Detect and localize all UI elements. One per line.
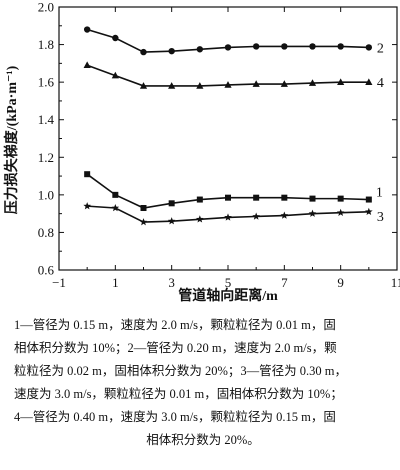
y-tick-label: 2.0 xyxy=(38,0,54,15)
data-point-circle xyxy=(337,43,344,50)
y-axis-label: 压力损失梯度/(kPa·m⁻¹) xyxy=(3,65,20,214)
data-point-star xyxy=(224,213,232,221)
series-layer: 1 2 3 4 xyxy=(83,26,384,226)
data-point-triangle xyxy=(337,78,345,85)
x-tick-label: 1 xyxy=(112,275,119,290)
figure-caption: 1—管径为 0.15 m，速度为 2.0 m/s，颗粒粒径为 0.01 m，固 … xyxy=(14,314,392,452)
y-tick-label: 1.6 xyxy=(38,75,55,90)
data-point-triangle xyxy=(224,81,232,88)
data-point-circle xyxy=(196,46,204,53)
data-point-circle xyxy=(168,47,175,55)
data-point-star xyxy=(83,202,91,210)
data-point-circle xyxy=(83,26,91,33)
data-point-triangle xyxy=(168,82,176,89)
chart-axes: −1 1 3 5 7 9 11 0.6 0.8 1.0 1.2 1.4 1.6 1.8 2.0 xyxy=(38,0,400,290)
data-point-star xyxy=(167,217,176,225)
x-tick-label: 5 xyxy=(225,275,232,290)
data-point-square xyxy=(225,194,231,201)
y-tick-label: 1.8 xyxy=(38,37,54,52)
data-point-triangle xyxy=(365,78,373,85)
data-point-circle xyxy=(112,34,119,42)
x-tick-label: 11 xyxy=(391,275,400,290)
data-point-star xyxy=(139,218,148,226)
data-point-circle xyxy=(309,43,316,50)
data-point-triangle xyxy=(252,80,260,87)
data-point-square xyxy=(253,194,260,201)
data-point-square xyxy=(281,194,288,201)
data-point-circle xyxy=(252,43,260,50)
y-tick-label: 1.0 xyxy=(38,187,54,202)
data-point-star xyxy=(252,212,260,220)
data-point-triangle xyxy=(308,79,317,86)
data-point-circle xyxy=(140,48,147,56)
x-tick-label: 7 xyxy=(281,275,288,290)
data-point-square xyxy=(337,195,344,202)
caption-line: 4—管径为 0.40 m，速度为 3.0 m/s，颗粒粒径为 0.15 m，固 xyxy=(14,410,336,424)
caption-line: 粒粒径为 0.02 m，固相体积分数为 20%；3—管径为 0.30 m， xyxy=(14,364,347,378)
data-point-star xyxy=(280,211,289,219)
caption-line: 相体积分数为 10%；2—管径为 0.20 m，速度为 2.0 m/s，颗 xyxy=(14,341,337,355)
series-4: 4 xyxy=(83,61,384,91)
data-point-circle xyxy=(281,43,288,50)
caption-line: 相体积分数为 20%。 xyxy=(146,433,260,447)
series-label: 4 xyxy=(377,76,384,91)
x-tick-label: 3 xyxy=(168,275,175,290)
x-tick-label: −1 xyxy=(52,275,66,290)
data-point-triangle xyxy=(111,71,119,79)
data-point-star xyxy=(111,204,120,212)
data-point-triangle xyxy=(196,82,204,89)
data-point-square xyxy=(365,196,372,203)
data-point-star xyxy=(336,208,345,216)
data-point-star xyxy=(365,207,373,215)
data-point-triangle xyxy=(139,82,148,89)
series-2: 2 xyxy=(83,26,384,56)
data-point-square xyxy=(196,196,203,203)
data-point-square xyxy=(168,200,175,207)
x-axis-label: 管道轴向距离/m xyxy=(178,287,278,304)
y-tick-label: 0.8 xyxy=(38,225,54,240)
data-point-triangle xyxy=(280,80,288,87)
data-point-square xyxy=(112,191,119,198)
data-point-square xyxy=(84,171,91,178)
series-3: 3 xyxy=(83,202,384,226)
series-line xyxy=(86,173,369,209)
y-tick-label: 1.4 xyxy=(38,112,55,127)
caption-line: 速度为 3.0 m/s，颗粒粒径为 0.01 m，固相体积分数为 10%； xyxy=(14,387,343,401)
data-point-square xyxy=(140,205,147,212)
y-tick-label: 0.6 xyxy=(38,263,55,278)
data-point-circle xyxy=(224,44,232,51)
data-point-star xyxy=(308,209,317,217)
series-label: 2 xyxy=(377,41,384,56)
data-point-square xyxy=(309,195,316,202)
series-1: 1 xyxy=(84,171,383,212)
data-point-star xyxy=(196,215,204,223)
data-point-circle xyxy=(365,44,373,51)
series-label: 1 xyxy=(376,186,383,201)
data-point-triangle xyxy=(83,61,91,69)
series-label: 3 xyxy=(377,210,384,225)
line-chart: −1 1 3 5 7 9 11 0.6 0.8 1.0 1.2 1.4 1.6 1.8 2.0 1 2 3 4 管… xyxy=(3,0,400,304)
y-tick-label: 1.2 xyxy=(38,150,54,165)
x-tick-label: 9 xyxy=(337,275,344,290)
caption-line: 1—管径为 0.15 m，速度为 2.0 m/s，颗粒粒径为 0.01 m，固 xyxy=(14,318,336,332)
